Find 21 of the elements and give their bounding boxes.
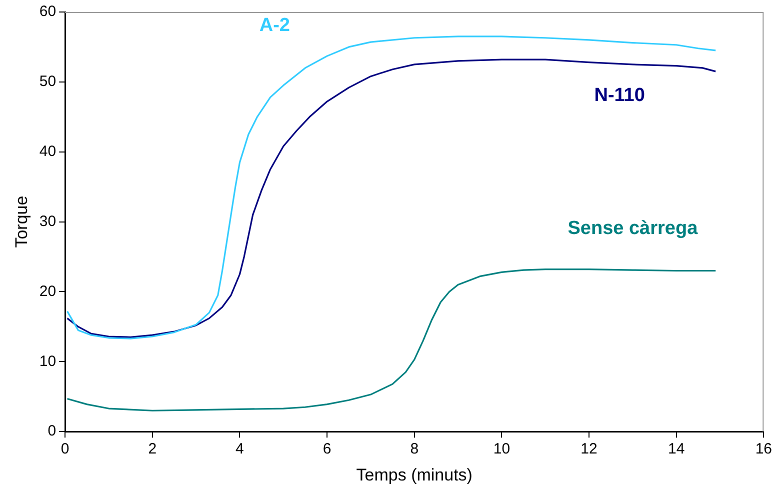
series-label: Sense càrrega [568, 218, 698, 240]
y-tick-label: 40 [39, 143, 56, 160]
y-axis-title: Torque [12, 196, 31, 248]
y-tick-label: 0 [48, 422, 56, 440]
x-tick-label: 10 [493, 440, 510, 458]
x-tick-label: 6 [322, 440, 332, 458]
series-label: A-2 [259, 15, 290, 36]
x-tick-label: 14 [668, 440, 685, 458]
x-tick-label: 12 [580, 440, 598, 458]
x-tick-label: 2 [148, 440, 157, 458]
y-tick-label: 20 [39, 282, 56, 300]
x-axis-title: Temps (minuts) [356, 465, 472, 484]
y-tick-label: 10 [39, 352, 56, 370]
series-label: N-110 [594, 85, 645, 106]
x-tick-label: 8 [410, 440, 419, 458]
x-tick-label: 4 [236, 440, 244, 458]
y-tick-label: 30 [39, 212, 56, 230]
y-tick-label: 50 [39, 73, 56, 90]
x-tick-label: 0 [60, 440, 70, 458]
y-tick-label: 60 [39, 3, 56, 20]
x-tick-label: 16 [755, 440, 772, 458]
